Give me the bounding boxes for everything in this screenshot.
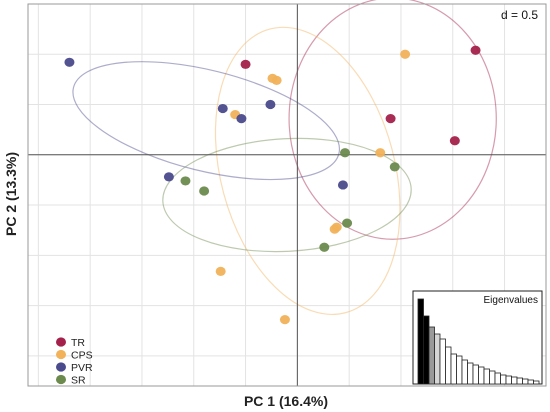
point-sr (180, 176, 191, 186)
point-cps (271, 75, 282, 85)
eigenvalues-inset: Eigenvalues (412, 290, 543, 385)
eigenvalue-bar (434, 333, 441, 385)
points (64, 45, 481, 325)
ellipse-tr (288, 0, 497, 240)
point-cps (400, 49, 411, 59)
point-pvr (265, 99, 276, 110)
legend-label-cps: CPS (71, 350, 93, 362)
eigenvalue-bar (445, 346, 452, 385)
point-pvr (64, 57, 75, 67)
eigenvalue-bar (439, 338, 446, 385)
point-cps (215, 266, 226, 276)
point-pvr (217, 103, 228, 114)
legend-label-tr: TR (71, 337, 85, 349)
eigenvalue-bar (478, 366, 485, 385)
point-sr (319, 242, 330, 252)
point-pvr (337, 180, 348, 190)
point-pvr (163, 172, 174, 182)
eigenvalue-bar (516, 377, 523, 385)
ellipse-sr (162, 137, 412, 253)
plot-border (27, 3, 547, 387)
eigenvalue-bar (533, 380, 540, 385)
x-axis-label: PC 1 (16.4%) (244, 393, 328, 409)
eigenvalue-bar (527, 379, 534, 385)
point-tr (449, 136, 460, 146)
point-sr (389, 162, 400, 172)
point-sr (199, 186, 210, 196)
eigenvalue-bars (417, 298, 540, 385)
point-tr (385, 114, 396, 124)
ellipses (72, 0, 497, 316)
legend-label-pvr: PVR (71, 362, 93, 374)
point-tr (470, 45, 481, 55)
eigenvalue-bar (483, 368, 490, 385)
eigenvalue-bar (511, 376, 518, 385)
legend-label-sr: SR (71, 375, 86, 387)
point-cps (375, 148, 386, 158)
legend-marker-sr (56, 374, 66, 385)
eigenvalue-bar (494, 372, 501, 385)
eigenvalue-bar (467, 362, 474, 385)
eigenvalue-bar (428, 326, 435, 385)
eigenvalues-title: Eigenvalues (484, 295, 538, 306)
legend-marker-cps (56, 349, 66, 360)
eigenvalue-bar (489, 370, 496, 385)
eigenvalue-bar (423, 315, 430, 385)
point-pvr (236, 114, 247, 124)
eigenvalue-bar (450, 353, 457, 385)
eigenvalue-bar (417, 298, 424, 385)
eigenvalue-bar (505, 375, 512, 385)
point-sr (340, 148, 351, 158)
ellipse-cps (214, 26, 401, 316)
eigenvalue-bar (522, 378, 529, 385)
point-cps (279, 315, 290, 325)
point-sr (342, 218, 353, 228)
origin-axes (28, 4, 546, 386)
ellipse-pvr (72, 61, 341, 181)
eigenvalue-bar (500, 374, 507, 385)
eigenvalue-bar (472, 364, 479, 385)
legend-marker-tr (56, 337, 66, 347)
y-axis-label: PC 2 (13.3%) (3, 152, 19, 236)
scale-label: d = 0.5 (501, 8, 538, 22)
eigenvalue-bar (456, 355, 463, 385)
point-cps (329, 224, 340, 234)
legend-marker-pvr (56, 362, 66, 372)
point-tr (240, 59, 251, 69)
eigenvalue-bar (461, 359, 468, 385)
